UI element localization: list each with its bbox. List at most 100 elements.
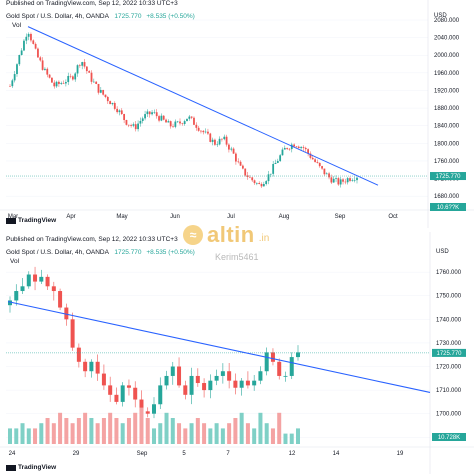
candle-down xyxy=(70,319,75,348)
candle-up xyxy=(267,174,270,182)
y-tick-label: 1720.000 xyxy=(436,365,462,371)
volume-bar xyxy=(289,433,294,444)
candle-down xyxy=(232,148,235,154)
candle-up xyxy=(351,180,354,181)
candle-up xyxy=(332,178,335,183)
candle-up xyxy=(26,274,31,287)
candle-up xyxy=(44,68,46,70)
candle-up xyxy=(216,144,219,146)
volume-bar xyxy=(95,423,100,444)
candle-up xyxy=(258,371,263,381)
y-tick-label: 1840.000 xyxy=(434,124,460,130)
candle-down xyxy=(169,121,172,127)
volume-bar xyxy=(170,418,175,444)
candle-down xyxy=(233,380,238,388)
volume-bar xyxy=(152,428,156,444)
y-tick-label: 1730.000 xyxy=(436,341,462,347)
candle-down xyxy=(277,361,282,376)
volume-bar xyxy=(133,412,138,444)
volume-bar xyxy=(14,428,19,444)
candle-down xyxy=(297,146,300,149)
candle-down xyxy=(158,116,160,121)
volume-bar xyxy=(227,423,232,444)
tradingview-icon xyxy=(6,217,16,224)
candle-up xyxy=(8,300,12,306)
candle-down xyxy=(83,361,88,372)
tradingview-icon xyxy=(6,464,16,471)
candle-down xyxy=(97,83,100,93)
candle-up xyxy=(111,102,114,105)
candle-up xyxy=(335,178,337,179)
candle-up xyxy=(67,75,70,83)
candle-down xyxy=(342,179,344,182)
candle-down xyxy=(309,153,312,158)
candle-down xyxy=(48,74,51,78)
candle-down xyxy=(239,161,242,166)
y-tick-label: 1760.000 xyxy=(434,159,460,165)
candle-down xyxy=(241,165,244,169)
candle-down xyxy=(133,387,138,400)
candle-down xyxy=(95,81,98,84)
candle-up xyxy=(141,118,144,121)
candle-up xyxy=(167,121,170,123)
candle-up xyxy=(81,62,84,66)
candle-up xyxy=(13,74,16,81)
volume-bar xyxy=(26,428,31,444)
candle-up xyxy=(186,118,188,122)
candle-down xyxy=(130,124,133,126)
candle-down xyxy=(9,86,11,87)
candle-up xyxy=(183,121,186,124)
candle-down xyxy=(106,97,109,102)
candle-up xyxy=(325,173,328,175)
candle-down xyxy=(33,274,38,282)
top-price-label: 1725.770 xyxy=(114,13,142,20)
candle-up xyxy=(230,148,233,150)
candle-down xyxy=(245,380,250,386)
candle-down xyxy=(190,116,193,118)
volume-tag xyxy=(430,203,466,211)
candle-down xyxy=(260,183,263,187)
candle-down xyxy=(295,146,298,148)
volume-bar xyxy=(76,418,81,444)
candle-down xyxy=(83,62,86,67)
candle-down xyxy=(244,168,247,176)
top-price-chart[interactable]: 2080.000 2040.000 2000.000 1960.000 1920.000… xyxy=(0,0,474,228)
candle-up xyxy=(272,163,275,174)
candle-down xyxy=(221,138,223,140)
top-tradingview-logo: TradingView xyxy=(6,217,56,224)
bottom-symbol-label: Gold Spot / U.S. Dollar, 4h, OANDA xyxy=(6,249,109,256)
candle-up xyxy=(60,83,63,84)
candle-down xyxy=(114,394,119,402)
candle-down xyxy=(51,286,56,292)
volume-bar xyxy=(39,423,44,444)
last-price-tag xyxy=(432,348,466,357)
candle-up xyxy=(99,89,102,93)
volume-tag xyxy=(432,433,466,441)
bottom-price-chart[interactable]: 1760.000 1750.000 1740.000 1730.000 1720.000… xyxy=(0,232,474,474)
candle-down xyxy=(145,411,150,414)
bottom-chart-panel[interactable]: Published on TradingView.com, Sep 12, 20… xyxy=(0,232,474,474)
x-tick-label: 29 xyxy=(73,451,80,457)
altin-watermark: ≈ altin .in xyxy=(183,222,269,248)
candle-up xyxy=(74,73,77,80)
candle-down xyxy=(109,101,112,105)
volume-bar xyxy=(64,418,69,444)
candle-up xyxy=(55,81,58,87)
top-chart-panel[interactable]: Published on TradingView.com, Sep 12, 20… xyxy=(0,0,474,228)
candle-up xyxy=(346,178,349,183)
candle-up xyxy=(146,111,149,115)
candle-up xyxy=(120,385,125,402)
volume-bar xyxy=(214,423,219,444)
candle-down xyxy=(209,133,212,142)
candle-up xyxy=(39,276,44,282)
candle-down xyxy=(251,177,254,181)
candle-down xyxy=(30,33,32,41)
candle-up xyxy=(296,352,300,358)
candle-up xyxy=(160,115,163,121)
top-published-note: Published on TradingView.com, Sep 12, 20… xyxy=(6,0,178,7)
candle-down xyxy=(88,71,91,73)
candle-down xyxy=(126,385,131,388)
candle-down xyxy=(337,178,340,185)
volume-bar xyxy=(8,428,12,444)
candle-down xyxy=(139,399,144,412)
